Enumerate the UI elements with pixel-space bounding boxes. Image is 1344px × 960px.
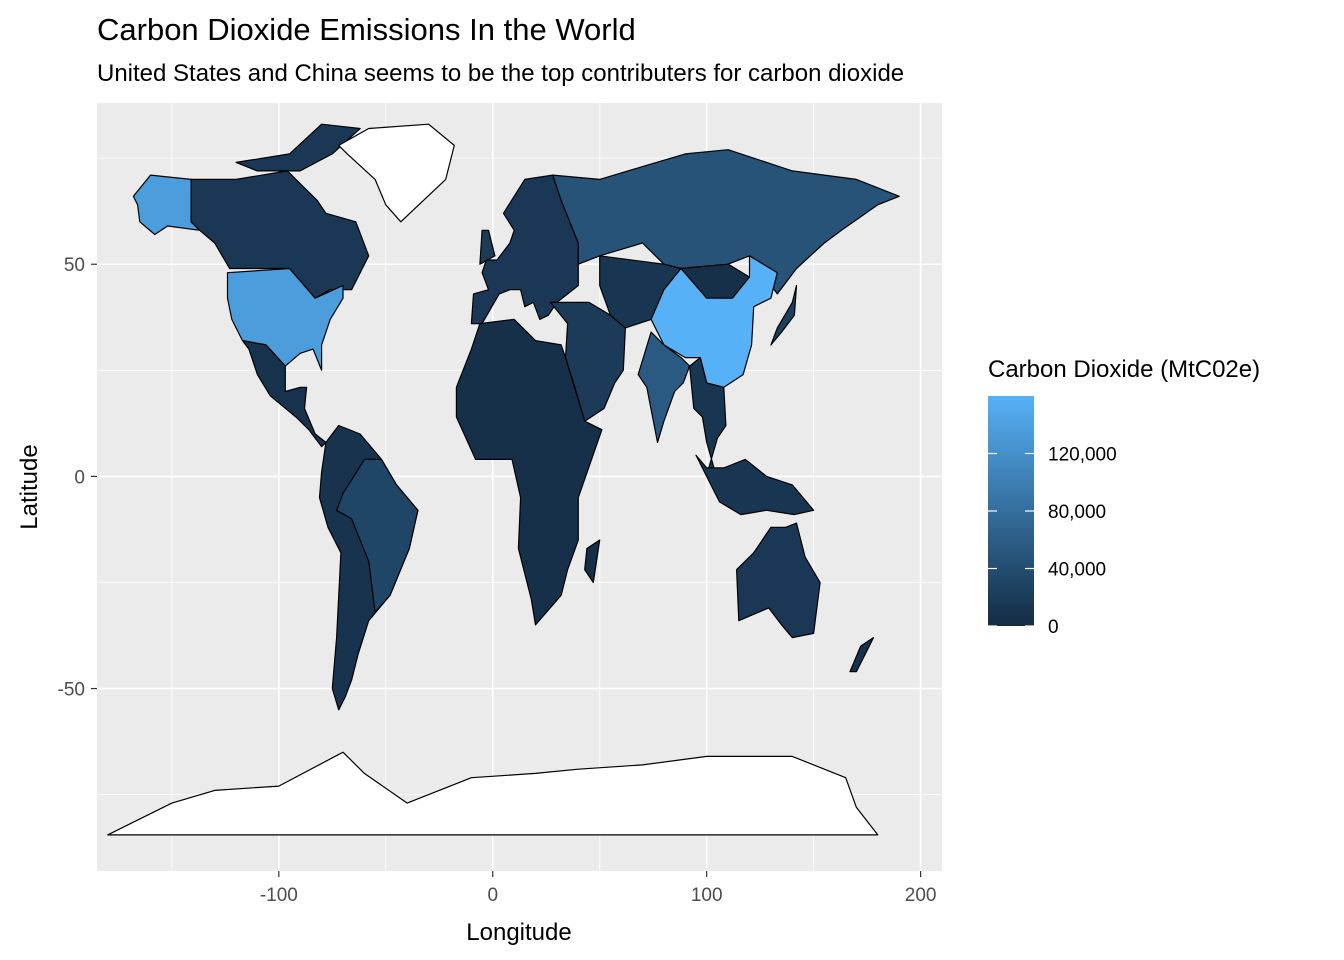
country-southeast-asia — [689, 357, 727, 473]
legend-label: 0 — [1048, 617, 1059, 638]
country-canada — [190, 170, 370, 299]
y-tick-label: 50 — [64, 255, 85, 276]
y-tick-label: 0 — [74, 467, 85, 488]
chart-title: Carbon Dioxide Emissions In the World — [97, 12, 636, 47]
country-china — [650, 255, 778, 388]
country-layer — [107, 123, 900, 836]
country-antarctica — [107, 751, 879, 836]
country-usa — [226, 267, 344, 371]
country-india — [637, 331, 691, 443]
country-new-zealand — [849, 637, 875, 673]
x-axis: -100 0 100 200 — [260, 871, 937, 906]
chart-subtitle: United States and China seems to be the … — [97, 60, 905, 87]
legend-ticks: 0 40,000 80,000 120,000 — [988, 445, 1117, 638]
x-tick-label: 100 — [691, 885, 723, 906]
x-axis-title: Longitude — [466, 919, 571, 946]
country-australia — [736, 522, 821, 639]
x-tick-label: 0 — [487, 885, 498, 906]
legend-label: 80,000 — [1048, 502, 1106, 523]
y-tick-label: -50 — [58, 680, 85, 701]
country-africa — [455, 318, 603, 626]
country-greenland — [338, 123, 455, 223]
country-madagascar — [584, 539, 601, 584]
country-alaska — [132, 174, 201, 236]
country-russia — [552, 149, 900, 295]
country-brazil — [336, 458, 419, 613]
country-middle-east — [549, 301, 626, 422]
country-indonesia — [695, 454, 815, 516]
legend-label: 120,000 — [1048, 445, 1117, 466]
y-axis-title: Latitude — [16, 444, 43, 529]
country-japan — [770, 284, 798, 346]
x-tick-label: 200 — [905, 885, 937, 906]
y-axis: 50 0 -50 — [58, 255, 97, 701]
x-tick-label: -100 — [260, 885, 298, 906]
legend-label: 40,000 — [1048, 560, 1106, 581]
legend-title: Carbon Dioxide (MtC02e) — [988, 356, 1260, 383]
country-uk — [479, 229, 496, 265]
country-mexico-central — [241, 340, 327, 448]
legend: Carbon Dioxide (MtC02e) 0 40,000 80,000 120… — [988, 356, 1260, 638]
